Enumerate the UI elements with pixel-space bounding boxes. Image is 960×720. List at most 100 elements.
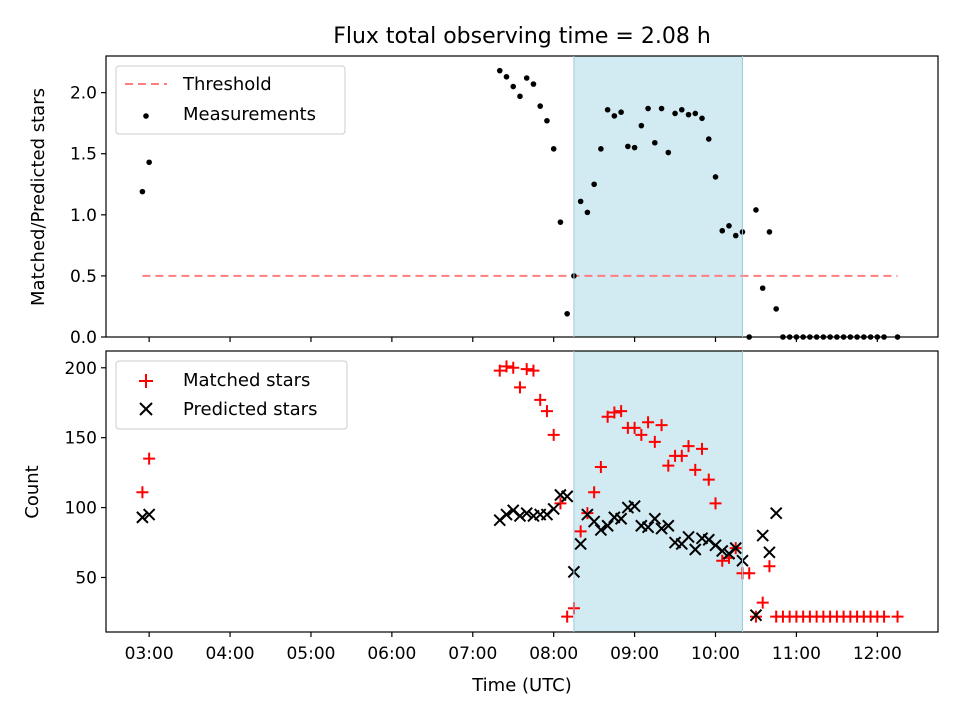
measurement-point [672,110,678,117]
bottom-plot-marks [136,360,904,623]
y-tick-label: 0.0 [70,328,97,348]
y-tick-label: 1.0 [70,206,97,226]
predicted-stars-point [662,519,675,532]
y-tick-label: 150 [65,429,97,449]
matched-stars-point [628,421,641,434]
top-panel: Flux total observing time = 2.08 h 0.00.… [28,24,939,348]
matched-stars-point [534,393,547,406]
matched-stars-point [493,364,506,377]
matched-stars-point [682,440,695,453]
predicted-stars-point [547,502,560,516]
measurement-point [773,306,779,312]
measurement-point [591,181,597,188]
bottom-axes-frame [105,350,939,633]
top-y-axis-label: Matched/Predicted stars [28,88,49,306]
measurement-point [577,198,584,205]
measurement-point [658,105,665,112]
matched-stars-point [716,554,729,567]
measurement-point [503,73,510,80]
matched-stars-point [588,486,601,499]
predicted-stars-point [729,541,742,555]
measurement-point [652,139,658,146]
x-tick-label: 03:00 [125,644,174,664]
predicted-stars-point [513,509,527,523]
matched-stars-point [574,525,587,538]
matched-stars-point [756,596,769,609]
predicted-stars-point [716,544,729,558]
measurement-point [685,111,692,118]
predicted-stars-point [500,508,513,521]
measurement-point [618,109,624,115]
legend-matched-label: Matched stars [183,370,310,391]
predicted-stars-point [560,490,574,503]
matched-stars-point [554,497,567,510]
measurement-point [766,229,773,235]
y-tick-label: 2.0 [70,84,97,104]
matched-stars-point [540,405,553,418]
matched-stars-point [696,442,709,455]
legend-matched-swatch [139,374,153,388]
matched-stars-point [547,428,560,441]
matched-stars-point [601,410,614,423]
x-tick-label: 04:00 [206,644,255,664]
measurement-point [598,146,604,152]
measurement-point [550,146,557,152]
top-axes-frame [105,55,939,338]
y-tick-label: 1.5 [70,145,97,165]
legend-threshold-label: Threshold [182,74,272,95]
measurement-point [139,188,146,195]
matched-stars-point [527,364,540,377]
predicted-stars-point [769,506,783,520]
measurement-point [564,310,570,317]
legend-predicted-swatch [139,402,153,416]
legend-measurements-label: Measurements [183,104,316,125]
predicted-stars-point [689,543,702,556]
matched-stars-point [136,486,149,499]
matched-stars-point [143,452,156,465]
top-x-ticks [148,337,878,342]
measurement-point [537,103,544,109]
matched-stars-point [500,360,513,373]
bottom-legend-box [115,360,348,430]
measurement-point [712,174,719,180]
top-legend: Threshold Measurements [115,65,346,135]
predicted-stars-point [628,499,641,513]
matched-stars-point [878,610,891,623]
bottom-panel: 50 100 150 200 03:00 04:00 05:00 06:00 07:00 08:… [22,350,939,696]
top-shaded-interval [573,56,743,337]
measurement-point [638,122,645,129]
x-tick-label: 12:00 [853,644,902,664]
measurement-point [719,227,726,234]
top-y-ticks: 0.0 0.5 1.0 1.5 2.0 [70,84,106,348]
top-legend-box [115,65,346,135]
x-tick-label: 09:00 [610,644,659,664]
measurement-point [517,93,523,100]
matched-stars-point [655,419,668,432]
x-tick-label: 06:00 [367,644,416,664]
predicted-stars-point [136,511,149,524]
legend-measurements-swatch [143,113,149,119]
measurement-point [625,143,631,150]
predicted-stars-point [520,506,533,520]
predicted-stars-point [682,530,695,544]
matched-stars-point [689,463,702,476]
measurement-point [557,219,564,225]
bottom-x-ticks: 03:00 04:00 05:00 06:00 07:00 08:00 09:00 10:00… [125,632,902,664]
legend-predicted-label: Predicted stars [183,399,317,420]
predicted-stars-point [756,529,769,542]
predicted-stars-point [574,537,587,551]
matched-stars-point [648,435,661,448]
matched-stars-point [513,381,526,394]
predicted-stars-point [763,546,776,559]
matched-stars-point [763,560,776,573]
top-plot-marks [139,67,901,340]
measurement-point [759,285,766,291]
matched-stars-point [743,567,756,580]
matched-stars-point [608,406,621,419]
y-tick-label: 200 [65,359,97,379]
y-tick-label: 50 [75,568,97,588]
measurement-point [604,106,611,113]
predicted-stars-point [142,508,156,521]
measurement-point [496,67,503,74]
matched-stars-point [675,449,688,462]
